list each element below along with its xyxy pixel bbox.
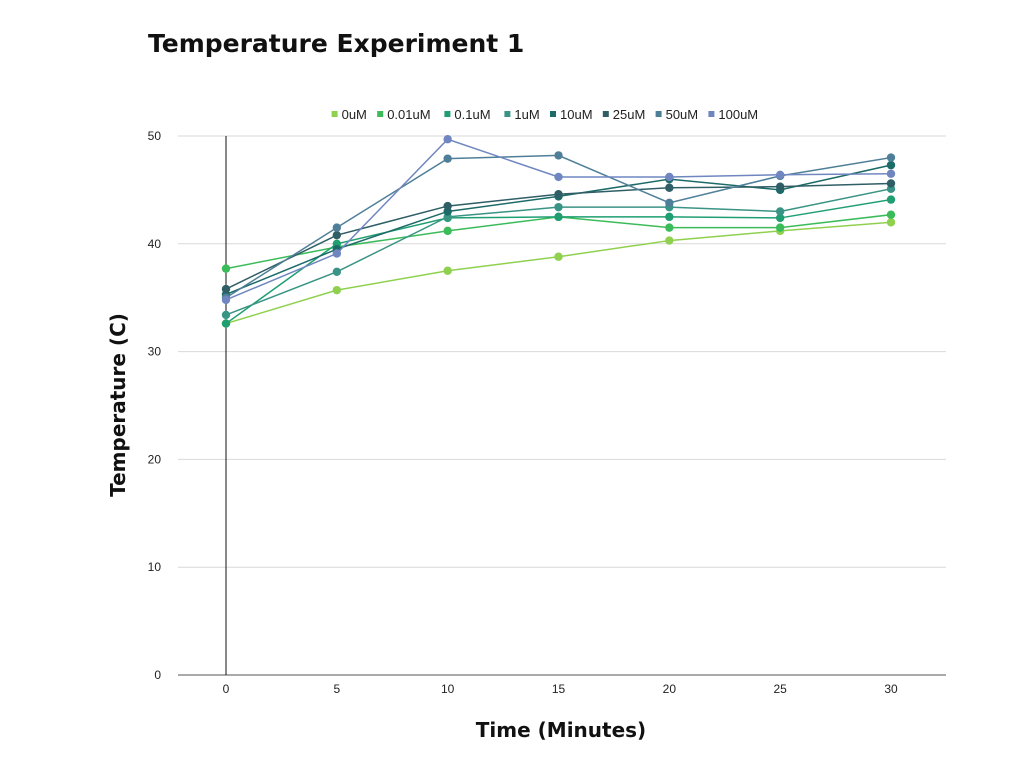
data-point [775, 207, 785, 216]
data-point [665, 236, 674, 245]
series-1uM [221, 184, 896, 320]
x-tick-label: 0 [223, 682, 230, 696]
legend-item: 100uM [708, 107, 758, 122]
y-tick-label: 30 [148, 345, 162, 359]
x-tick-label: 5 [333, 682, 340, 696]
legend-label: 50uM [666, 107, 699, 122]
legend-item: 0uM [331, 107, 367, 122]
data-point [554, 212, 563, 222]
data-point [554, 172, 563, 182]
data-point [665, 183, 674, 192]
data-point [443, 154, 452, 163]
x-tick-label: 10 [441, 682, 455, 696]
data-point [665, 223, 674, 232]
axes: 0 10 20 30 40 50 0 5 10 15 20 25 30 [148, 129, 946, 696]
legend-label: 0.01uM [387, 107, 430, 122]
data-point [221, 264, 231, 273]
legend: 0uM 0.01uM 0.1uM 1uM 10uM 25uM 50uM 100uM [331, 107, 758, 122]
x-tick-label: 25 [773, 682, 787, 696]
legend-item: 0.1uM [444, 107, 491, 122]
series-25uM [221, 179, 896, 294]
data-point [665, 212, 674, 222]
data-point [886, 169, 896, 178]
legend-swatch [708, 111, 715, 117]
data-point [554, 202, 563, 212]
data-point [221, 295, 231, 305]
data-point [554, 252, 563, 261]
legend-item: 1uM [504, 107, 540, 122]
data-point [886, 195, 896, 204]
legend-label: 25uM [613, 107, 646, 122]
data-point [332, 285, 342, 295]
y-axis-title: Temperature (C) [106, 313, 130, 497]
data-point [332, 267, 342, 277]
series-line [225, 221, 892, 325]
data-point [775, 182, 785, 191]
x-tick-label: 30 [884, 682, 898, 696]
data-point [886, 179, 896, 188]
data-point [443, 135, 452, 144]
data-point [886, 153, 896, 162]
legend-label: 10uM [560, 107, 593, 122]
legend-item: 10uM [550, 107, 593, 122]
data-point [332, 223, 342, 232]
legend-label: 0uM [342, 107, 367, 122]
data-point [221, 310, 231, 320]
legend-swatch [377, 111, 384, 117]
data-point [443, 266, 452, 275]
data-point [886, 218, 896, 227]
series-0-1uM [221, 195, 896, 328]
x-axis-title: Time (Minutes) [476, 718, 646, 742]
y-tick-label: 10 [148, 560, 162, 574]
y-tick-label: 50 [148, 129, 162, 143]
legend-item: 0.01uM [377, 107, 431, 122]
x-tick-label: 15 [552, 682, 566, 696]
y-tick-label: 20 [148, 452, 162, 466]
data-point [665, 172, 674, 182]
data-point [554, 190, 563, 199]
legend-item: 25uM [602, 107, 646, 122]
data-point [775, 223, 785, 232]
chart-title: Temperature Experiment 1 [148, 29, 524, 58]
data-point [665, 198, 674, 208]
data-point [886, 210, 896, 219]
legend-swatch [444, 111, 451, 117]
data-point [775, 213, 785, 223]
legend-swatch [331, 111, 338, 117]
data-point [332, 230, 342, 240]
data-point [221, 319, 231, 328]
legend-label: 0.1uM [454, 107, 490, 122]
data-point [775, 170, 785, 180]
x-tick-label: 20 [663, 682, 677, 696]
legend-swatch [655, 111, 662, 117]
y-tick-label: 0 [154, 668, 161, 682]
legend-swatch [550, 111, 556, 117]
legend-swatch [504, 111, 511, 117]
data-point [443, 226, 452, 236]
data-point [221, 284, 231, 294]
data-point [443, 201, 452, 211]
y-tick-label: 40 [148, 237, 162, 251]
legend-item: 50uM [655, 107, 699, 122]
data-point [554, 151, 563, 160]
series-layer [221, 135, 896, 328]
legend-swatch [602, 111, 609, 117]
series-100uM [221, 135, 896, 305]
legend-label: 100uM [718, 107, 758, 122]
data-point [332, 249, 342, 258]
gridlines [178, 135, 946, 568]
legend-label: 1uM [514, 107, 539, 122]
data-point [886, 160, 896, 170]
series-0uM [221, 218, 896, 328]
